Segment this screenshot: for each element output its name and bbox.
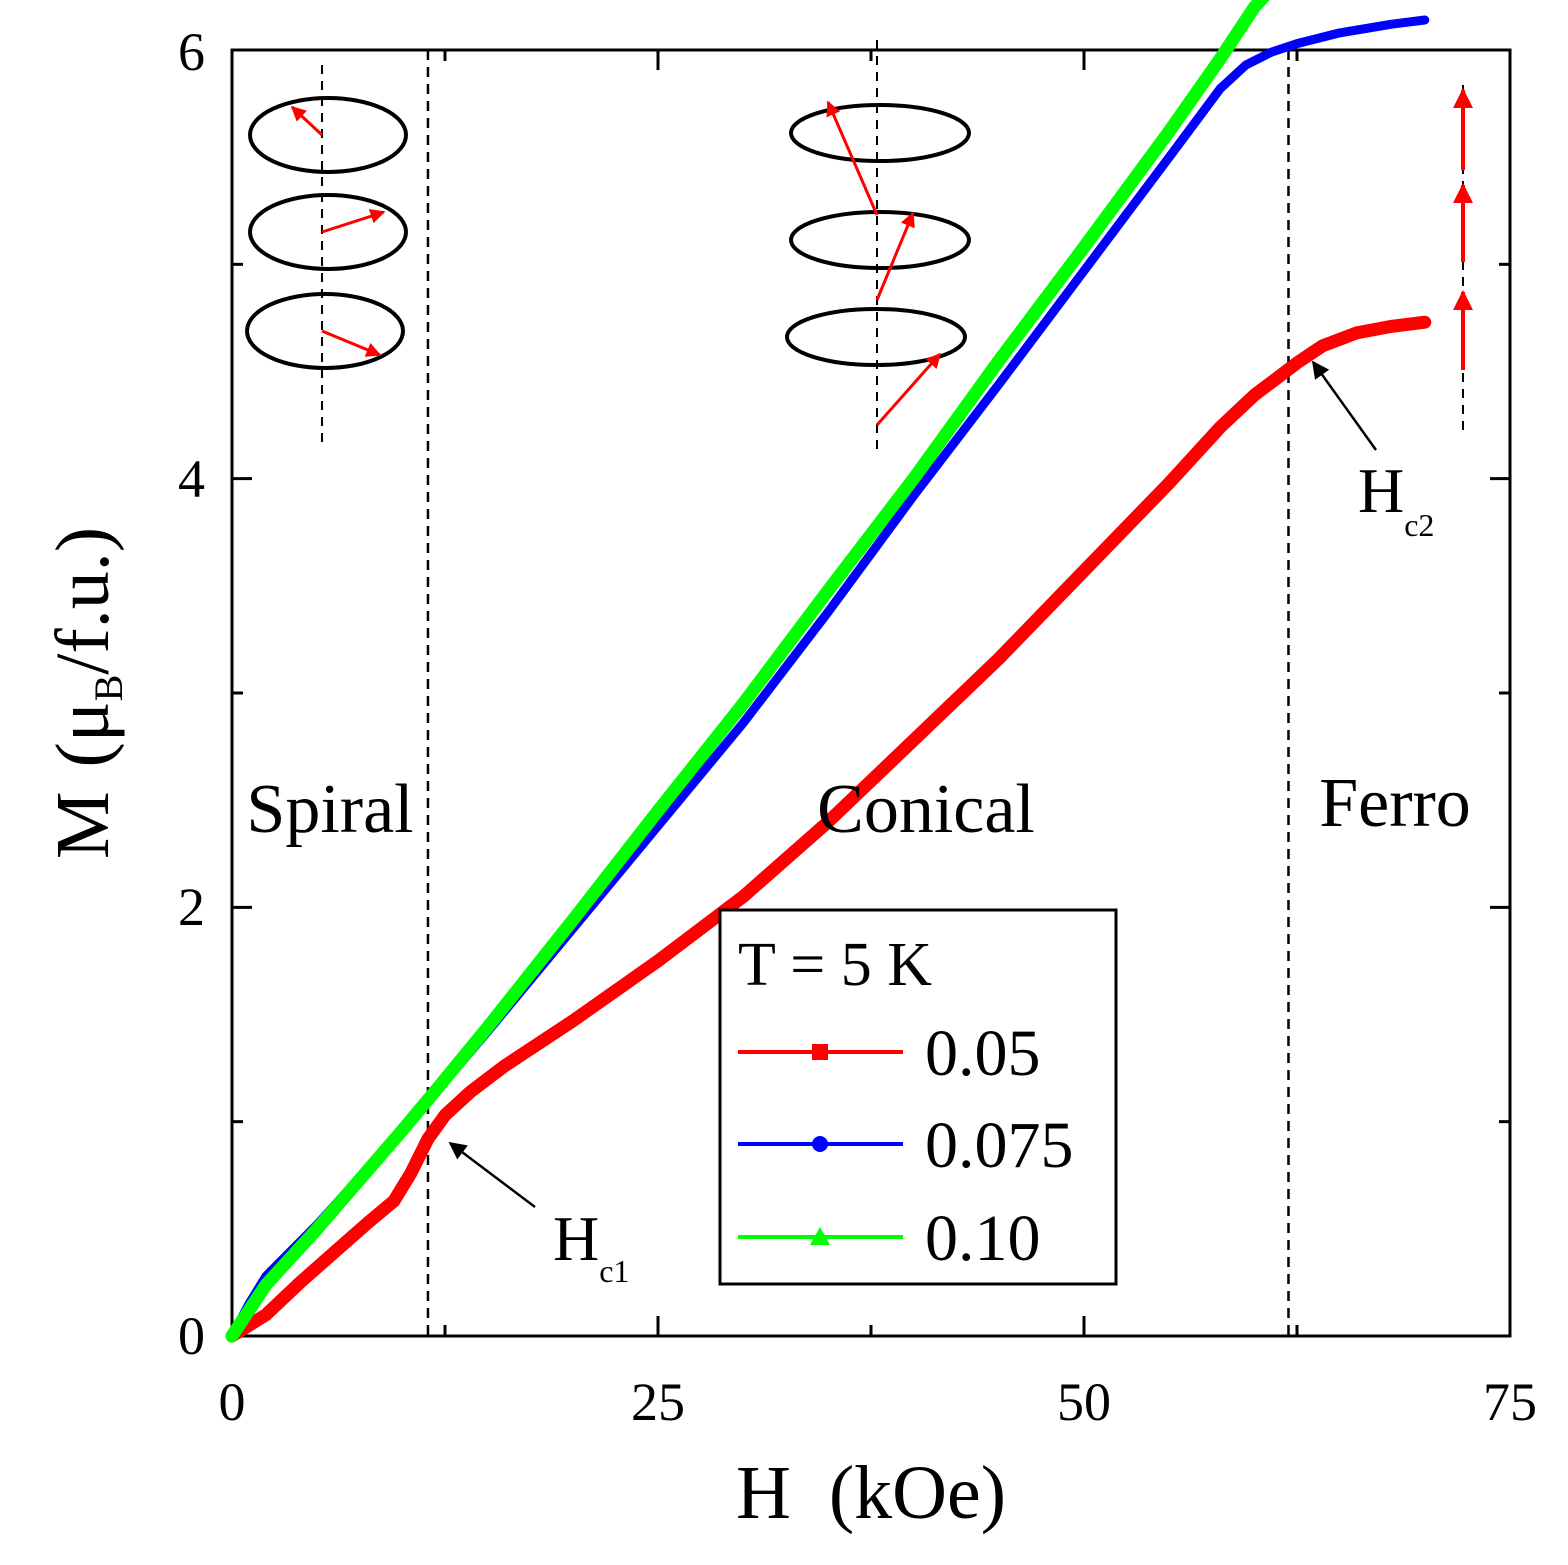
legend-marker-square <box>812 1044 828 1060</box>
conical-spin-arrow <box>875 352 942 426</box>
x-tick-label: 75 <box>1483 1372 1537 1432</box>
spiral-spin-arrow <box>321 329 382 357</box>
region-label-spiral: Spiral <box>246 771 413 848</box>
conical-spin-arrow <box>875 211 915 301</box>
y-axis-title: M(μB/f.u.) <box>41 527 131 859</box>
legend-label: 0.075 <box>925 1109 1074 1182</box>
region-label-conical: Conical <box>817 771 1035 848</box>
hc1-label: Hc1 <box>553 1203 629 1289</box>
legend-label: 0.10 <box>925 1202 1041 1275</box>
x-axis-title: H (kOe) <box>736 1451 1006 1535</box>
region-label-ferro: Ferro <box>1319 765 1471 842</box>
legend: T = 5 K 0.05 0.075 0.10 <box>718 908 1118 1286</box>
y-axis-title-text: M(μB/f.u.) <box>41 527 131 859</box>
axis-ticks <box>230 48 1512 1338</box>
conical-ellipse-bottom <box>785 307 967 367</box>
series-group <box>225 0 1432 1343</box>
x-tick-label: 25 <box>631 1372 685 1432</box>
conical-ellipse-middle <box>789 210 971 270</box>
conical-spin-arrow <box>826 100 879 216</box>
y-tick-labels: 0 2 4 6 <box>178 22 205 1366</box>
spiral-spin-arrow <box>290 105 324 137</box>
series-line-0-05 <box>225 315 1432 1343</box>
phase-boundaries <box>426 50 1290 1336</box>
y-tick-label: 6 <box>178 22 205 82</box>
legend-entries <box>738 1044 903 1245</box>
y-tick-label: 0 <box>178 1306 205 1366</box>
spiral-ellipse-middle <box>248 193 408 271</box>
hc2-annotation: Hc2 <box>1311 360 1434 543</box>
x-tick-labels: 0 25 50 75 <box>219 1372 1538 1432</box>
y-tick-label: 2 <box>178 877 205 937</box>
legend-marker-circle <box>812 1136 828 1152</box>
legend-marker-triangle <box>810 1227 830 1245</box>
conical-ellipse-top <box>789 103 971 163</box>
x-tick-label: 50 <box>1057 1372 1111 1432</box>
legend-box <box>718 908 1118 1286</box>
legend-label: 0.05 <box>925 1017 1041 1090</box>
series-line-0-10 <box>225 0 1270 1343</box>
legend-title: T = 5 K <box>738 931 932 999</box>
x-tick-label: 0 <box>219 1372 246 1432</box>
spiral-spin-arrow <box>321 209 386 234</box>
hc2-label: Hc2 <box>1358 455 1434 543</box>
hc1-annotation: Hc1 <box>448 1141 629 1289</box>
y-tick-label: 4 <box>178 449 205 509</box>
hc2-arrow <box>1311 360 1378 451</box>
spiral-ellipse-top <box>248 96 408 174</box>
spiral-ellipse-bottom <box>245 292 405 370</box>
hc1-arrow <box>448 1141 536 1208</box>
spiral-schematic <box>245 65 408 445</box>
conical-schematic <box>785 40 971 450</box>
